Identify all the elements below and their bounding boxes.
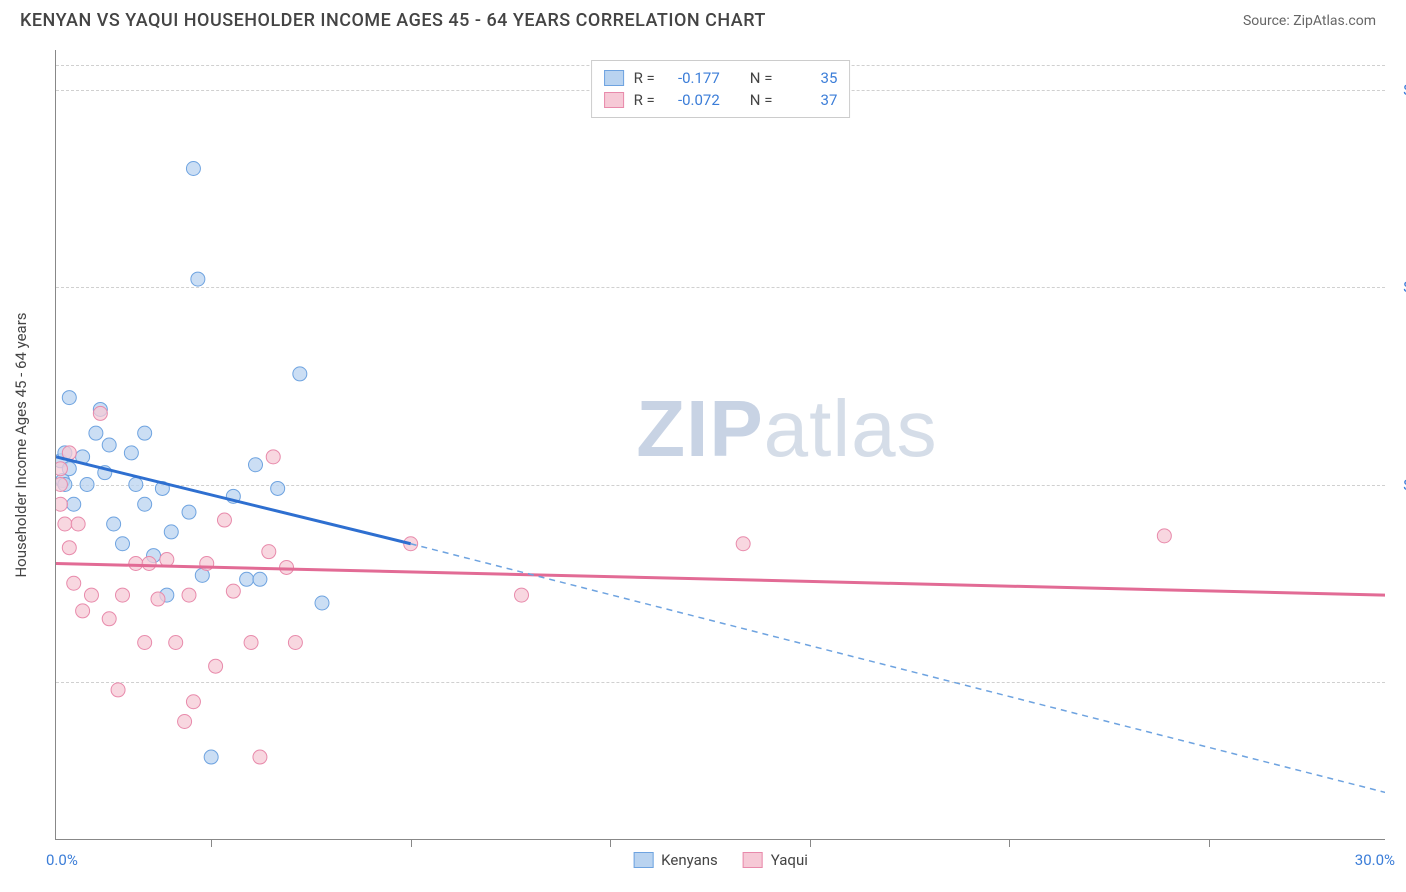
chart-source: Source: ZipAtlas.com bbox=[1243, 13, 1376, 29]
chart-header: KENYAN VS YAQUI HOUSEHOLDER INCOME AGES … bbox=[0, 0, 1406, 41]
data-point bbox=[124, 446, 138, 460]
data-point bbox=[93, 406, 107, 420]
x-tick bbox=[1009, 839, 1010, 847]
data-point bbox=[107, 517, 121, 531]
legend-item-kenyans: Kenyans bbox=[633, 851, 718, 869]
r-value-kenyans: -0.177 bbox=[665, 69, 720, 87]
data-point bbox=[244, 636, 258, 650]
legend-swatch-kenyans bbox=[604, 70, 624, 86]
x-tick bbox=[810, 839, 811, 847]
data-point bbox=[71, 517, 85, 531]
trend-line bbox=[56, 457, 411, 544]
x-axis-max-label: 30.0% bbox=[1355, 851, 1395, 869]
data-point bbox=[1157, 529, 1171, 543]
n-label-2: N = bbox=[750, 91, 773, 109]
y-tick-label: $200,000 bbox=[1390, 81, 1406, 99]
data-point bbox=[62, 391, 76, 405]
data-point bbox=[191, 272, 205, 286]
legend-swatch-yaqui bbox=[604, 92, 624, 108]
legend-row-yaqui: R = -0.072 N = 37 bbox=[604, 89, 838, 111]
data-point bbox=[164, 525, 178, 539]
data-point bbox=[253, 572, 267, 586]
data-point bbox=[182, 505, 196, 519]
x-tick bbox=[411, 839, 412, 847]
x-axis-min-label: 0.0% bbox=[46, 851, 78, 869]
data-point bbox=[204, 750, 218, 764]
data-point bbox=[138, 636, 152, 650]
data-point bbox=[56, 462, 67, 476]
n-value-yaqui: 37 bbox=[782, 91, 837, 109]
data-point bbox=[515, 588, 529, 602]
legend-swatch-kenyans-bottom bbox=[633, 852, 653, 868]
data-point bbox=[293, 367, 307, 381]
n-label: N = bbox=[750, 69, 773, 87]
data-point bbox=[262, 545, 276, 559]
r-label-2: R = bbox=[634, 91, 655, 109]
n-value-kenyans: 35 bbox=[782, 69, 837, 87]
source-value: ZipAtlas.com bbox=[1293, 13, 1376, 29]
data-point bbox=[67, 576, 81, 590]
y-tick-label: $150,000 bbox=[1390, 278, 1406, 296]
data-point bbox=[116, 537, 130, 551]
scatter-plot-svg bbox=[56, 50, 1385, 839]
data-point bbox=[80, 478, 94, 492]
r-value-yaqui: -0.072 bbox=[665, 91, 720, 109]
chart-plot-area: ZIPatlas $50,000$100,000$150,000$200,000… bbox=[55, 50, 1385, 840]
data-point bbox=[178, 715, 192, 729]
data-point bbox=[249, 458, 263, 472]
data-point bbox=[186, 695, 200, 709]
data-point bbox=[67, 497, 81, 511]
data-point bbox=[253, 750, 267, 764]
data-point bbox=[56, 478, 67, 492]
data-point bbox=[186, 162, 200, 176]
y-axis-title: Householder Income Ages 45 - 64 years bbox=[12, 312, 30, 577]
legend-swatch-yaqui-bottom bbox=[743, 852, 763, 868]
series-legend: Kenyans Yaqui bbox=[633, 851, 808, 869]
data-point bbox=[266, 450, 280, 464]
data-point bbox=[142, 557, 156, 571]
x-tick bbox=[211, 839, 212, 847]
data-point bbox=[209, 659, 223, 673]
x-tick bbox=[610, 839, 611, 847]
legend-item-yaqui: Yaqui bbox=[743, 851, 808, 869]
source-label: Source: bbox=[1243, 13, 1290, 29]
data-point bbox=[102, 438, 116, 452]
data-point bbox=[288, 636, 302, 650]
data-point bbox=[58, 517, 72, 531]
data-point bbox=[217, 513, 231, 527]
data-point bbox=[102, 612, 116, 626]
data-point bbox=[76, 604, 90, 618]
data-point bbox=[129, 478, 143, 492]
data-point bbox=[111, 683, 125, 697]
data-point bbox=[138, 426, 152, 440]
r-label: R = bbox=[634, 69, 655, 87]
data-point bbox=[56, 497, 67, 511]
data-point bbox=[151, 592, 165, 606]
data-point bbox=[271, 481, 285, 495]
data-point bbox=[89, 426, 103, 440]
data-point bbox=[129, 557, 143, 571]
correlation-legend: R = -0.177 N = 35 R = -0.072 N = 37 bbox=[591, 60, 851, 118]
data-point bbox=[160, 553, 174, 567]
data-point bbox=[315, 596, 329, 610]
data-point bbox=[62, 541, 76, 555]
data-point bbox=[116, 588, 130, 602]
chart-title: KENYAN VS YAQUI HOUSEHOLDER INCOME AGES … bbox=[20, 10, 766, 31]
data-point bbox=[226, 584, 240, 598]
data-point bbox=[182, 588, 196, 602]
legend-label-yaqui: Yaqui bbox=[771, 851, 808, 869]
x-tick bbox=[1209, 839, 1210, 847]
data-point bbox=[84, 588, 98, 602]
data-point bbox=[169, 636, 183, 650]
legend-label-kenyans: Kenyans bbox=[661, 851, 718, 869]
y-tick-label: $100,000 bbox=[1390, 476, 1406, 494]
data-point bbox=[736, 537, 750, 551]
y-tick-label: $50,000 bbox=[1390, 673, 1406, 691]
trend-line bbox=[411, 544, 1385, 793]
data-point bbox=[240, 572, 254, 586]
data-point bbox=[138, 497, 152, 511]
legend-row-kenyans: R = -0.177 N = 35 bbox=[604, 67, 838, 89]
